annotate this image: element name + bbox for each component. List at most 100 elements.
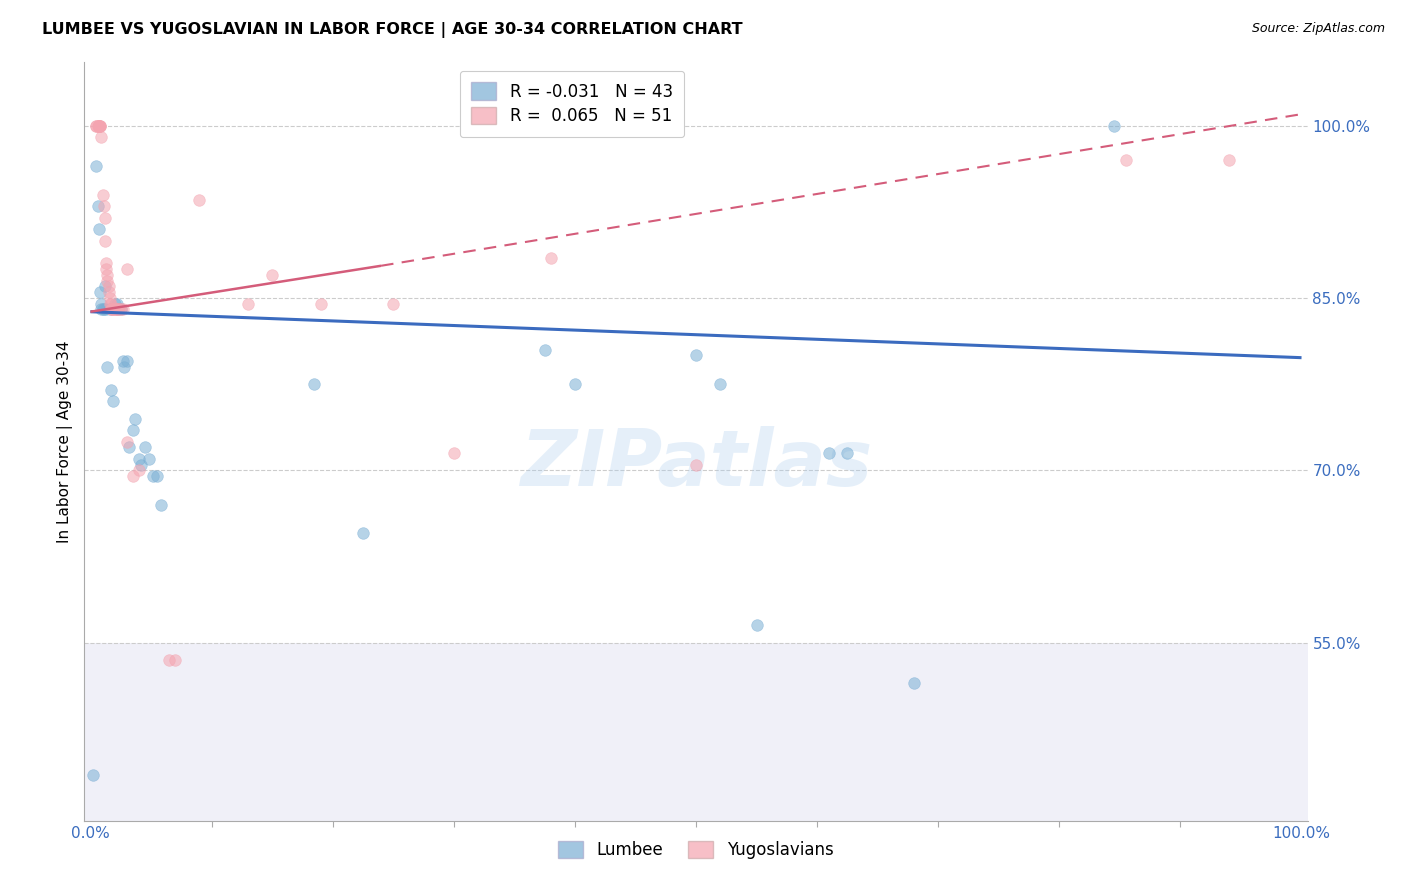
Point <box>97 285 120 300</box>
Point <box>86 119 108 133</box>
Point <box>87 119 110 133</box>
Point <box>105 302 128 317</box>
Point <box>93 199 115 213</box>
Point <box>96 262 118 277</box>
Point <box>146 469 169 483</box>
Point <box>103 394 125 409</box>
Point <box>101 302 124 317</box>
Bar <box>84 642 1308 821</box>
Point <box>91 187 114 202</box>
Point <box>104 302 127 317</box>
Point <box>112 354 135 368</box>
Point <box>86 159 108 173</box>
Point <box>107 302 129 317</box>
Legend: Lumbee, Yugoslavians: Lumbee, Yugoslavians <box>551 834 841 865</box>
Point <box>101 302 124 317</box>
Point <box>533 343 555 357</box>
Point <box>110 302 132 317</box>
Point <box>236 296 259 310</box>
Point <box>309 296 332 310</box>
Point <box>138 451 160 466</box>
Point <box>89 119 111 133</box>
Point <box>115 354 138 368</box>
Point <box>96 268 118 282</box>
Point <box>112 359 135 374</box>
Point <box>104 296 127 310</box>
Point <box>82 767 104 781</box>
Point <box>443 446 465 460</box>
Point <box>304 377 326 392</box>
Point <box>262 268 284 282</box>
Point <box>903 675 925 690</box>
Point <box>90 296 112 310</box>
Point <box>1102 119 1125 133</box>
Point <box>86 199 108 213</box>
Point <box>93 302 115 317</box>
Point <box>685 348 707 362</box>
Point <box>97 279 120 293</box>
Point <box>94 234 117 248</box>
Point <box>112 302 135 317</box>
Point <box>745 618 768 632</box>
Point <box>818 446 841 460</box>
Point <box>91 302 114 317</box>
Point <box>87 222 110 236</box>
Point <box>105 296 128 310</box>
Point <box>104 302 127 317</box>
Point <box>685 458 707 472</box>
Point <box>103 302 125 317</box>
Point <box>1218 153 1240 167</box>
Text: Source: ZipAtlas.com: Source: ZipAtlas.com <box>1251 22 1385 36</box>
Point <box>115 434 138 449</box>
Point <box>90 130 112 145</box>
Point <box>98 296 121 310</box>
Point <box>128 463 150 477</box>
Point <box>1115 153 1137 167</box>
Point <box>100 383 122 397</box>
Point <box>128 451 150 466</box>
Point <box>382 296 405 310</box>
Point <box>540 251 562 265</box>
Point <box>98 291 121 305</box>
Point <box>96 359 118 374</box>
Point <box>94 279 117 293</box>
Point <box>149 498 172 512</box>
Text: LUMBEE VS YUGOSLAVIAN IN LABOR FORCE | AGE 30-34 CORRELATION CHART: LUMBEE VS YUGOSLAVIAN IN LABOR FORCE | A… <box>42 22 742 38</box>
Point <box>165 653 187 667</box>
Point <box>110 302 132 317</box>
Point <box>90 302 112 317</box>
Point <box>188 194 211 208</box>
Point <box>104 302 127 317</box>
Point <box>89 285 111 300</box>
Point <box>89 119 111 133</box>
Point <box>142 469 165 483</box>
Point <box>837 446 859 460</box>
Point <box>87 119 110 133</box>
Y-axis label: In Labor Force | Age 30-34: In Labor Force | Age 30-34 <box>58 340 73 543</box>
Point <box>100 296 122 310</box>
Point <box>157 653 180 667</box>
Point <box>121 423 143 437</box>
Point <box>118 440 141 454</box>
Point <box>107 302 129 317</box>
Point <box>134 440 156 454</box>
Point <box>86 119 108 133</box>
Point <box>115 262 138 277</box>
Point <box>564 377 586 392</box>
Point <box>98 302 121 317</box>
Point <box>121 469 143 483</box>
Point <box>96 256 118 270</box>
Point <box>124 411 146 425</box>
Point <box>96 302 118 317</box>
Point <box>352 526 374 541</box>
Point <box>87 119 110 133</box>
Point <box>94 211 117 225</box>
Point <box>108 302 131 317</box>
Point <box>709 377 731 392</box>
Point <box>86 119 108 133</box>
Point <box>89 119 111 133</box>
Point <box>96 274 118 288</box>
Point <box>129 458 152 472</box>
Point <box>100 302 122 317</box>
Text: ZIPatlas: ZIPatlas <box>520 426 872 502</box>
